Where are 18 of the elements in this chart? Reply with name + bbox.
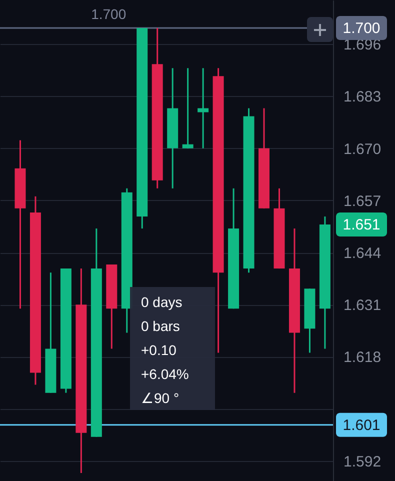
y-tick-label: 1.631	[344, 297, 382, 314]
y-tick-label: 1.657	[344, 192, 382, 210]
y-tick-label: 1.683	[344, 88, 382, 106]
y-tick-label: 1.644	[344, 245, 382, 262]
candlestick	[182, 67, 194, 150]
annotation: 0 bars	[141, 318, 180, 334]
ref-line-label: 1.700	[342, 20, 380, 38]
text: 1.651	[342, 216, 380, 234]
annotation: +0.10	[141, 342, 177, 358]
y-tick-label: 1.618	[344, 349, 382, 366]
ref-line-label: 1.601	[342, 416, 380, 434]
y-tick-label: 1.592	[344, 453, 382, 470]
y-tick-label: 1.670	[344, 140, 382, 158]
candlestick	[198, 67, 209, 150]
annotation: ∠90 °	[141, 390, 180, 406]
annotation: 0 days	[141, 294, 182, 310]
annotation: 1.700	[91, 6, 126, 22]
annotation: +6.04%	[141, 366, 189, 382]
